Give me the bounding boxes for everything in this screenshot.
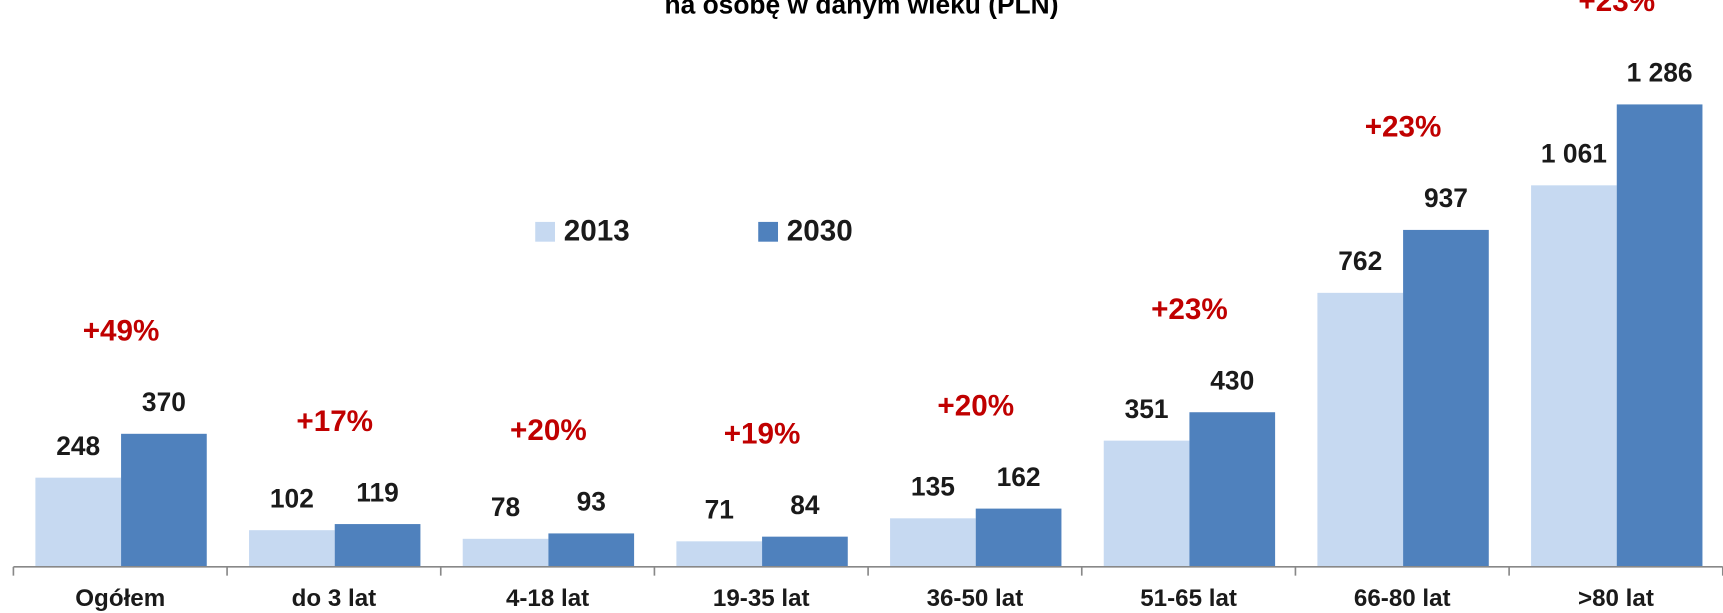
bar: [1616, 104, 1703, 567]
value-label: 135: [911, 472, 955, 502]
value-label: 248: [56, 431, 100, 461]
change-annotation: +17%: [296, 405, 373, 438]
change-annotation: +20%: [937, 389, 1014, 422]
change-annotation: +23%: [1151, 293, 1228, 326]
value-label: 78: [491, 492, 520, 522]
value-label: 119: [356, 477, 399, 507]
bar: [334, 524, 421, 567]
change-annotation: +49%: [83, 315, 160, 348]
value-label: 1 061: [1541, 139, 1607, 169]
legend-label: 2013: [564, 215, 630, 248]
bar: [249, 530, 335, 567]
value-label: 370: [142, 387, 186, 417]
bar: [1189, 412, 1276, 567]
bar: [890, 518, 976, 567]
value-label: 430: [1210, 366, 1254, 396]
change-annotation: +20%: [510, 414, 587, 447]
value-label: 71: [705, 495, 734, 525]
legend-label: 2030: [787, 215, 853, 248]
x-tick-label: 19-35 lat: [713, 585, 810, 612]
x-tick-label: 66-80 lat: [1354, 585, 1451, 612]
x-tick-label: do 3 lat: [292, 585, 377, 612]
change-annotation: +23%: [1365, 111, 1442, 144]
legend-swatch: [535, 221, 555, 242]
bar: [1531, 185, 1617, 567]
x-tick-label: >80 lat: [1578, 585, 1654, 612]
value-label: 937: [1424, 183, 1468, 213]
bar: [1317, 292, 1404, 567]
legend-swatch: [758, 221, 779, 242]
x-tick-label: 51-65 lat: [1140, 585, 1237, 612]
bar: [762, 536, 848, 567]
x-tick-label: Ogółem: [75, 585, 165, 612]
bar: [975, 508, 1062, 567]
bar: [1103, 440, 1190, 567]
bar: [35, 477, 122, 567]
value-label: 162: [997, 462, 1041, 492]
value-label: 762: [1338, 246, 1382, 276]
bar: [121, 433, 207, 567]
bar: [548, 533, 635, 567]
change-annotation: +19%: [724, 417, 801, 450]
value-label: 84: [790, 490, 820, 520]
x-tick-label: 36-50 lat: [927, 585, 1024, 612]
x-tick-label: 4-18 lat: [506, 585, 589, 612]
change-annotation: +23%: [1578, 0, 1655, 18]
chart-title: na osobę w danym wieku (PLN): [665, 0, 1059, 20]
bar: [1403, 229, 1489, 567]
bar: [676, 541, 763, 567]
value-label: 351: [1125, 394, 1169, 424]
value-label: 93: [577, 487, 606, 517]
bar: [462, 538, 549, 567]
value-label: 1 286: [1627, 58, 1693, 88]
value-label: 102: [270, 483, 314, 513]
